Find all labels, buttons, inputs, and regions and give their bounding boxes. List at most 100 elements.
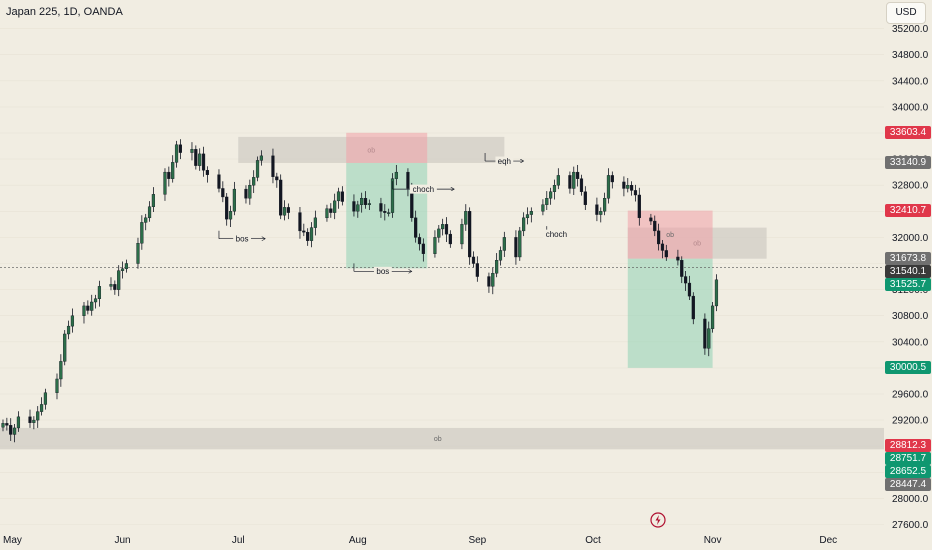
- zone-label: ob: [434, 436, 442, 443]
- price-label: 33603.4: [885, 126, 931, 140]
- candle: [86, 300, 90, 315]
- price-label: 28751.7: [885, 451, 931, 465]
- candle: [171, 155, 175, 183]
- candle: [232, 181, 236, 216]
- candle: [55, 373, 59, 400]
- candle: [576, 164, 580, 187]
- candle: [406, 168, 410, 197]
- annotation-bos: bos: [218, 230, 265, 244]
- annotations-layer: bos bos choch choch eqh: [218, 153, 570, 276]
- candle: [475, 256, 479, 282]
- zone-discount: [346, 162, 428, 269]
- candle: [90, 294, 94, 316]
- candle: [333, 193, 337, 220]
- y-tick-label: 32800.0: [892, 181, 929, 192]
- candle: [691, 292, 695, 325]
- candle: [649, 213, 653, 226]
- zone-label: ob: [666, 232, 674, 239]
- x-tick-label: Jun: [114, 535, 130, 546]
- candle: [286, 203, 290, 220]
- price-label: 28652.5: [885, 464, 931, 478]
- candle: [244, 185, 248, 204]
- candle: [167, 166, 171, 187]
- candle: [28, 409, 32, 428]
- candle: [707, 321, 711, 357]
- candle: [217, 169, 221, 193]
- candle: [572, 166, 576, 195]
- zone-layer: obobobob: [0, 132, 885, 450]
- candle: [421, 238, 425, 262]
- candle: [653, 215, 657, 237]
- zone-premium: [627, 210, 713, 259]
- candle: [66, 320, 71, 340]
- candle: [120, 261, 125, 279]
- candle: [147, 201, 152, 222]
- candle: [579, 174, 584, 196]
- candle: [309, 222, 314, 248]
- candle: [606, 168, 611, 204]
- candle: [522, 212, 526, 237]
- candle: [198, 148, 202, 171]
- candle: [12, 424, 17, 443]
- candle: [124, 259, 129, 273]
- candle: [298, 207, 302, 239]
- candle: [117, 265, 121, 297]
- candle: [495, 253, 499, 278]
- candle: [552, 179, 557, 200]
- candle: [205, 166, 209, 183]
- candle: [387, 208, 391, 217]
- candle: [221, 181, 225, 203]
- candle: [302, 223, 306, 237]
- candle: [657, 223, 661, 251]
- tradingview-logo-icon[interactable]: [650, 512, 666, 528]
- candle: [329, 203, 333, 218]
- candle: [109, 277, 113, 291]
- candle: [487, 272, 491, 293]
- candle: [714, 274, 719, 312]
- candle: [379, 197, 383, 218]
- y-tick-label: 32000.0: [892, 233, 929, 244]
- candle: [637, 187, 641, 226]
- x-axis: May Jun Jul Aug Sep Oct Nov Dec: [3, 535, 837, 546]
- annotation-choch: choch: [542, 226, 570, 239]
- candle: [595, 197, 599, 222]
- candle: [468, 207, 472, 265]
- candle: [279, 174, 283, 220]
- candle: [306, 228, 310, 246]
- candle: [174, 140, 179, 168]
- candle: [464, 204, 468, 231]
- candle: [282, 200, 287, 221]
- y-tick-label: 27600.0: [892, 520, 929, 531]
- candle: [136, 237, 140, 269]
- x-tick-label: Sep: [468, 535, 486, 546]
- x-tick-label: Jul: [232, 535, 245, 546]
- candle: [448, 230, 452, 248]
- candle: [525, 207, 530, 225]
- candle: [460, 218, 464, 250]
- price-label: 30000.5: [885, 361, 931, 375]
- candle: [529, 207, 533, 223]
- y-tick-label: 35200.0: [892, 24, 929, 35]
- candle: [259, 150, 263, 166]
- candle: [275, 172, 279, 188]
- currency-button[interactable]: USD: [886, 2, 926, 24]
- candle: [626, 178, 630, 193]
- candle: [687, 275, 692, 301]
- candle: [248, 179, 252, 205]
- y-tick-label: 34400.0: [892, 76, 929, 87]
- candle: [228, 205, 233, 227]
- candle: [43, 388, 48, 410]
- candle: [340, 186, 344, 206]
- zone-premium: [346, 132, 428, 163]
- candle: [710, 301, 715, 333]
- candle: [194, 145, 198, 170]
- candle: [178, 139, 182, 160]
- candle: [498, 246, 503, 266]
- y-tick-label: 29600.0: [892, 390, 929, 401]
- candle: [313, 210, 317, 236]
- candle: [441, 218, 445, 236]
- x-tick-label: Nov: [704, 535, 722, 546]
- annotation-bos: bos: [353, 263, 412, 276]
- candle: [599, 207, 603, 223]
